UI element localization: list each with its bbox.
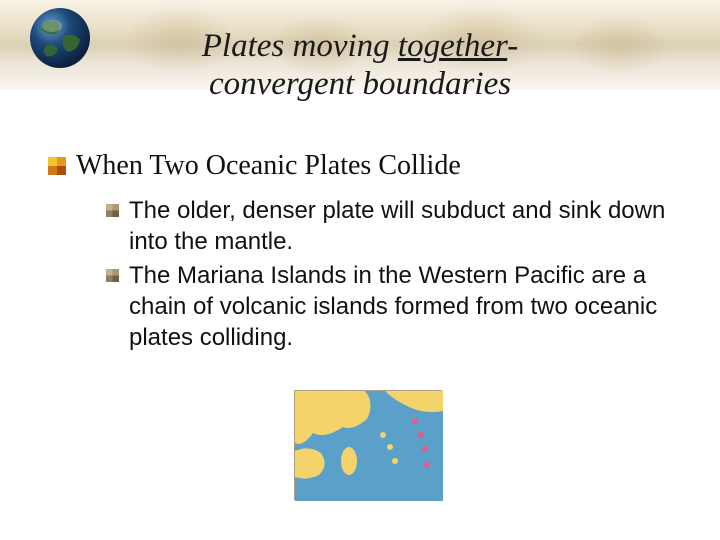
level2-text-1: The Mariana Islands in the Western Pacif… bbox=[129, 261, 678, 353]
title-line1-pre: Plates moving bbox=[202, 28, 398, 64]
bullet-level2: The Mariana Islands in the Western Pacif… bbox=[106, 261, 678, 353]
western-pacific-map bbox=[294, 390, 442, 500]
diamond-bullet-icon bbox=[48, 157, 66, 175]
level2-text-0: The older, denser plate will subduct and… bbox=[129, 196, 678, 257]
title-line1-post: - bbox=[507, 28, 518, 64]
bullet-level1: When Two Oceanic Plates Collide bbox=[48, 150, 678, 182]
level1-text: When Two Oceanic Plates Collide bbox=[76, 150, 461, 182]
square-bullet-icon bbox=[106, 204, 119, 217]
level2-group: The older, denser plate will subduct and… bbox=[106, 196, 678, 354]
bullet-level2: The older, denser plate will subduct and… bbox=[106, 196, 678, 257]
title-line2: convergent boundaries bbox=[0, 66, 720, 104]
title-line1-underlined: together bbox=[398, 28, 507, 64]
slide-title: Plates moving together- convergent bound… bbox=[0, 28, 720, 104]
square-bullet-icon bbox=[106, 269, 119, 282]
content-area: When Two Oceanic Plates Collide The olde… bbox=[48, 150, 678, 358]
